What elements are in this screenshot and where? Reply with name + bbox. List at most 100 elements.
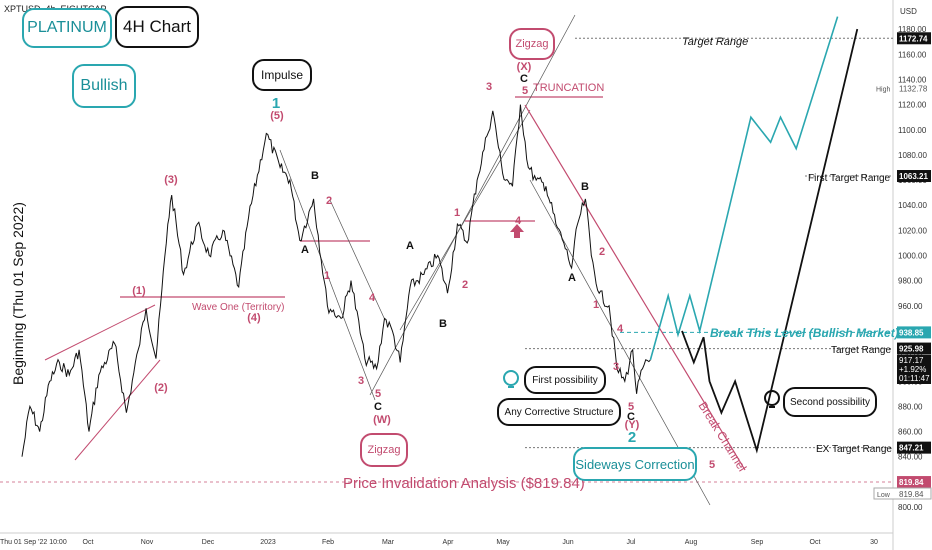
wave-label: 5 bbox=[709, 459, 715, 471]
axis-unit: USD bbox=[900, 7, 917, 16]
wave-label: (4) bbox=[247, 312, 261, 324]
target-top-tag-bg bbox=[897, 32, 931, 45]
wedge-bottom bbox=[74, 359, 161, 461]
break-level-tag: 938.85 bbox=[899, 328, 924, 337]
y-tick-label: 1100.00 bbox=[898, 126, 927, 135]
target-range-label: Target Range bbox=[831, 345, 891, 356]
wave-label: C bbox=[520, 73, 528, 85]
truncation-label: TRUNCATION bbox=[533, 82, 604, 94]
y-tick-label: 1180.00 bbox=[898, 25, 927, 34]
invalidation-tag-bg bbox=[897, 476, 931, 489]
x-tick-label: Mar bbox=[382, 539, 395, 546]
break-level-tag-bg bbox=[897, 326, 931, 339]
high-value: 1132.78 bbox=[899, 85, 928, 94]
wave-label: B bbox=[439, 318, 447, 330]
invalidation-tag: 819.84 bbox=[899, 478, 924, 487]
x-tick-label: Thu 01 Sep '22 10:00 bbox=[0, 539, 67, 546]
ex-target-tag: 847.21 bbox=[899, 444, 924, 453]
target-tag: 925.98 bbox=[899, 345, 924, 354]
first-target-label: First Target Range bbox=[808, 173, 891, 184]
bullish-projection bbox=[649, 16, 839, 361]
impulse-badge: Impulse bbox=[252, 59, 312, 91]
y-tick-label: 1000.00 bbox=[898, 252, 927, 261]
x-tick-label: Apr bbox=[443, 539, 455, 546]
lightbulb-icon-dark bbox=[764, 390, 780, 406]
last-price: 917.17 bbox=[899, 356, 924, 365]
wave-label: 3 bbox=[486, 81, 492, 93]
high-label: High bbox=[876, 87, 891, 94]
up-arrow-icon bbox=[510, 224, 524, 238]
wave-label: 4 bbox=[515, 215, 522, 227]
channel-x-2 bbox=[399, 109, 531, 331]
sideways-correction-badge: Sideways Correction bbox=[573, 447, 697, 481]
wave-label: B bbox=[311, 170, 319, 182]
target-range-top-label: Target Range bbox=[682, 36, 748, 48]
wave-label: 2 bbox=[462, 279, 468, 291]
first-target-tag-bg bbox=[897, 170, 931, 183]
wave-label: 1 bbox=[593, 299, 599, 311]
x-tick-label: 2023 bbox=[260, 539, 276, 546]
y-tick-label: 960.00 bbox=[898, 302, 923, 311]
break-channel-line bbox=[524, 104, 746, 471]
wave-label: 1 bbox=[324, 270, 330, 282]
channel-w-1 bbox=[279, 149, 376, 401]
wave-label: (2) bbox=[154, 382, 168, 394]
wave-label: 4 bbox=[617, 323, 624, 335]
wave-label: A bbox=[568, 272, 576, 284]
wave-label: 1 bbox=[272, 95, 280, 112]
zigzag-bottom-badge: Zigzag bbox=[360, 433, 408, 467]
wave-label: 1 bbox=[454, 207, 460, 219]
wave-label: A bbox=[301, 244, 309, 256]
y-tick-label: 880.00 bbox=[898, 402, 923, 411]
y-tick-label: 1140.00 bbox=[898, 75, 927, 84]
x-tick-label: Oct bbox=[83, 539, 94, 546]
break-level-label: Break This Level (Bullish Market) bbox=[710, 326, 899, 340]
x-tick-label: Dec bbox=[202, 539, 215, 546]
first-target-tag: 1063.21 bbox=[899, 172, 928, 181]
x-tick-label: Oct bbox=[810, 539, 821, 546]
wave-label: A bbox=[406, 240, 414, 252]
wave-label: 5 bbox=[375, 388, 381, 400]
wedge-top bbox=[44, 304, 156, 361]
y-tick-label: 1080.00 bbox=[898, 151, 927, 160]
x-tick-label: Feb bbox=[322, 539, 334, 546]
x-tick-label: 30 bbox=[870, 539, 878, 546]
y-tick-label: 800.00 bbox=[898, 503, 923, 512]
wave-one-label: Wave One (Territory) bbox=[192, 302, 284, 313]
ex-target-label: EX Target Range bbox=[816, 444, 892, 455]
price-axis-bg bbox=[893, 0, 932, 550]
y-tick-label: 840.00 bbox=[898, 453, 923, 462]
y-tick-label: 1040.00 bbox=[898, 201, 927, 210]
bearish-projection bbox=[681, 28, 859, 454]
wave-label: C bbox=[627, 411, 635, 423]
wave-label: (W) bbox=[373, 414, 391, 426]
wave-label: 2 bbox=[326, 195, 332, 207]
low-label: Low bbox=[877, 492, 891, 499]
x-tick-label: Nov bbox=[141, 539, 154, 546]
wave-label: (3) bbox=[164, 174, 178, 186]
wave-label: 3 bbox=[358, 375, 364, 387]
last-price-bg bbox=[897, 355, 931, 384]
x-tick-label: May bbox=[496, 539, 510, 546]
y-tick-label: 1120.00 bbox=[898, 101, 927, 110]
y-tick-label: 980.00 bbox=[898, 277, 923, 286]
timeframe-badge: 4H Chart bbox=[115, 6, 199, 48]
any-corrective-badge: Any Corrective Structure bbox=[497, 398, 621, 426]
channel-w-2 bbox=[329, 199, 386, 321]
target-top-tag: 1172.74 bbox=[899, 34, 928, 43]
wave-label: 5 bbox=[628, 401, 634, 413]
y-tick-label: 1160.00 bbox=[898, 50, 927, 59]
x-tick-label: Jun bbox=[562, 539, 573, 546]
low-bg bbox=[873, 487, 932, 500]
wave-label: 2 bbox=[628, 429, 636, 446]
wave-label: 2 bbox=[599, 246, 605, 258]
wave-label: 5 bbox=[522, 85, 528, 97]
bullish-badge: Bullish bbox=[72, 64, 136, 108]
wave-label: 3 bbox=[613, 361, 619, 373]
wave-label: 4 bbox=[369, 292, 376, 304]
vertical-label: Beginning (Thu 01 Sep 2022) bbox=[10, 202, 26, 385]
x-tick-label: Jul bbox=[627, 539, 636, 546]
y-tick-label: 1020.00 bbox=[898, 226, 927, 235]
wave-label: C bbox=[374, 401, 382, 413]
